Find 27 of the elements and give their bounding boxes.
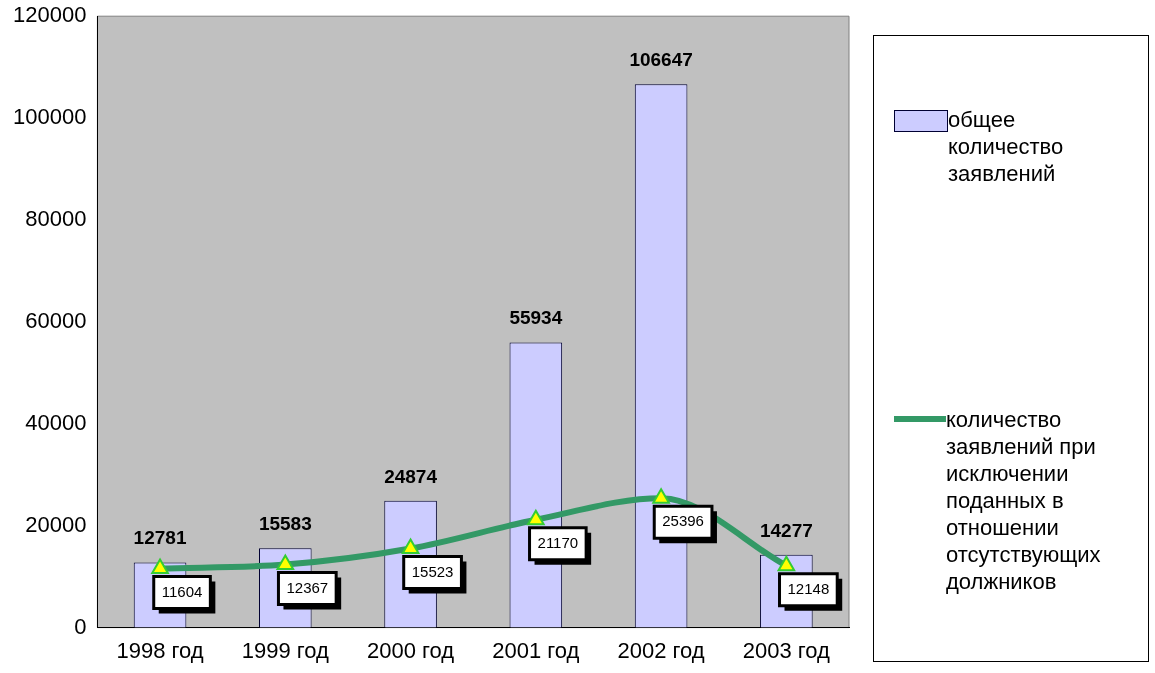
- y-tick-label: 100000: [12, 104, 87, 130]
- data-label: 21170: [537, 533, 579, 551]
- y-tick-label: 60000: [25, 307, 87, 333]
- y-tick-label: 0: [74, 613, 87, 639]
- y-tick-label: 120000: [12, 2, 87, 28]
- data-label: 11604: [161, 582, 203, 600]
- data-label: 106647: [629, 48, 693, 70]
- y-tick-label: 20000: [25, 511, 87, 537]
- x-tick-label: 1999 год: [241, 637, 330, 663]
- y-tick-label: 40000: [25, 409, 87, 435]
- x-tick-label: 2003 год: [742, 637, 831, 663]
- data-label: 12367: [286, 578, 329, 596]
- x-tick-label: 2001 год: [492, 637, 580, 663]
- data-label: 55934: [509, 307, 563, 329]
- data-label: 12781: [133, 527, 187, 549]
- x-tick-label: 2000 год: [366, 637, 455, 663]
- x-tick-label: 2002 год: [617, 637, 705, 663]
- data-label: 12148: [787, 579, 830, 597]
- data-label: 14277: [759, 519, 813, 541]
- x-tick-label: 1998 год: [116, 637, 204, 663]
- data-label: 24874: [384, 465, 438, 487]
- legend-label: количество заявлений при исключении поданных в отношении отсутствующих должников: [946, 406, 1102, 595]
- legend-label: общее количество заявлений: [948, 106, 1065, 187]
- data-label: 15523: [411, 562, 454, 580]
- data-label: 25396: [662, 512, 704, 530]
- y-tick-label: 80000: [25, 206, 87, 232]
- data-label: 15583: [258, 512, 312, 534]
